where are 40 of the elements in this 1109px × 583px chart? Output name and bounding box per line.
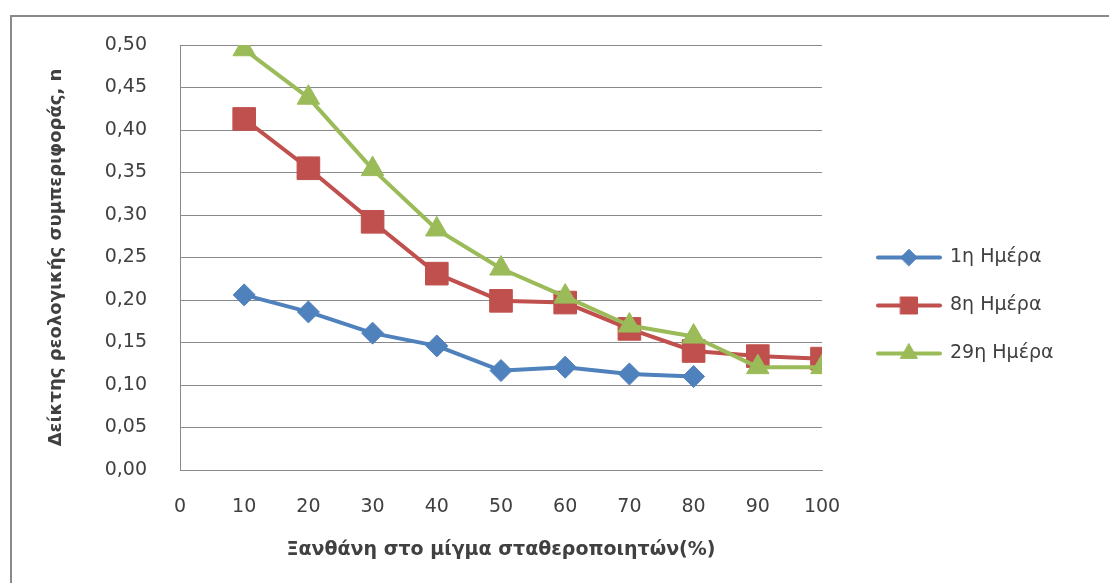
- y-tick-label: 0,05: [104, 414, 147, 437]
- point: [489, 359, 513, 383]
- x-tick-label: 90: [745, 494, 770, 517]
- y-tick-label: 0,25: [104, 244, 147, 267]
- y-tick-label: 0,10: [104, 371, 147, 394]
- x-axis-title: Ξανθάνη στο μίγμα σταθεροποιητών(%): [286, 536, 716, 559]
- point: [296, 300, 320, 324]
- y-tick-label: 0,50: [104, 31, 147, 54]
- point: [553, 355, 577, 379]
- point: [232, 107, 257, 131]
- x-tick-label: 100: [803, 494, 841, 517]
- x-tick-label: 50: [488, 494, 514, 517]
- legend-label: 8η Ημέρα: [950, 292, 1042, 315]
- y-axis-title: Δείκτης ρεολογικής συμπεριφοράς, n: [44, 68, 66, 447]
- point: [424, 261, 449, 286]
- point: [361, 321, 385, 345]
- x-tick-label: 30: [360, 494, 385, 517]
- x-tick-label: 40: [424, 494, 449, 517]
- y-tick-label: 0,35: [104, 159, 147, 182]
- point: [232, 283, 256, 307]
- point: [296, 156, 321, 181]
- y-tick-label: 0,15: [104, 329, 147, 352]
- point: [489, 289, 513, 313]
- legend-label: 1η Ημέρα: [950, 244, 1042, 267]
- x-tick-label: 60: [553, 494, 578, 517]
- x-tick-label: 10: [232, 494, 257, 517]
- x-tick-label: 20: [296, 494, 321, 517]
- x-tick-label: 70: [617, 494, 642, 517]
- y-tick-label: 0,30: [104, 201, 147, 224]
- y-tick-label: 0,20: [104, 286, 147, 309]
- point: [617, 362, 641, 386]
- y-tick-label: 0,45: [104, 74, 147, 97]
- x-tick-label: 80: [681, 494, 706, 517]
- point: [682, 365, 706, 388]
- x-tick-label: 0: [173, 494, 187, 517]
- y-tick-label: 0,40: [104, 116, 147, 139]
- point: [425, 334, 449, 358]
- point: [360, 209, 385, 234]
- y-tick-label: 0,00: [104, 456, 147, 479]
- legend-label: 29η Ημέρα: [950, 340, 1054, 363]
